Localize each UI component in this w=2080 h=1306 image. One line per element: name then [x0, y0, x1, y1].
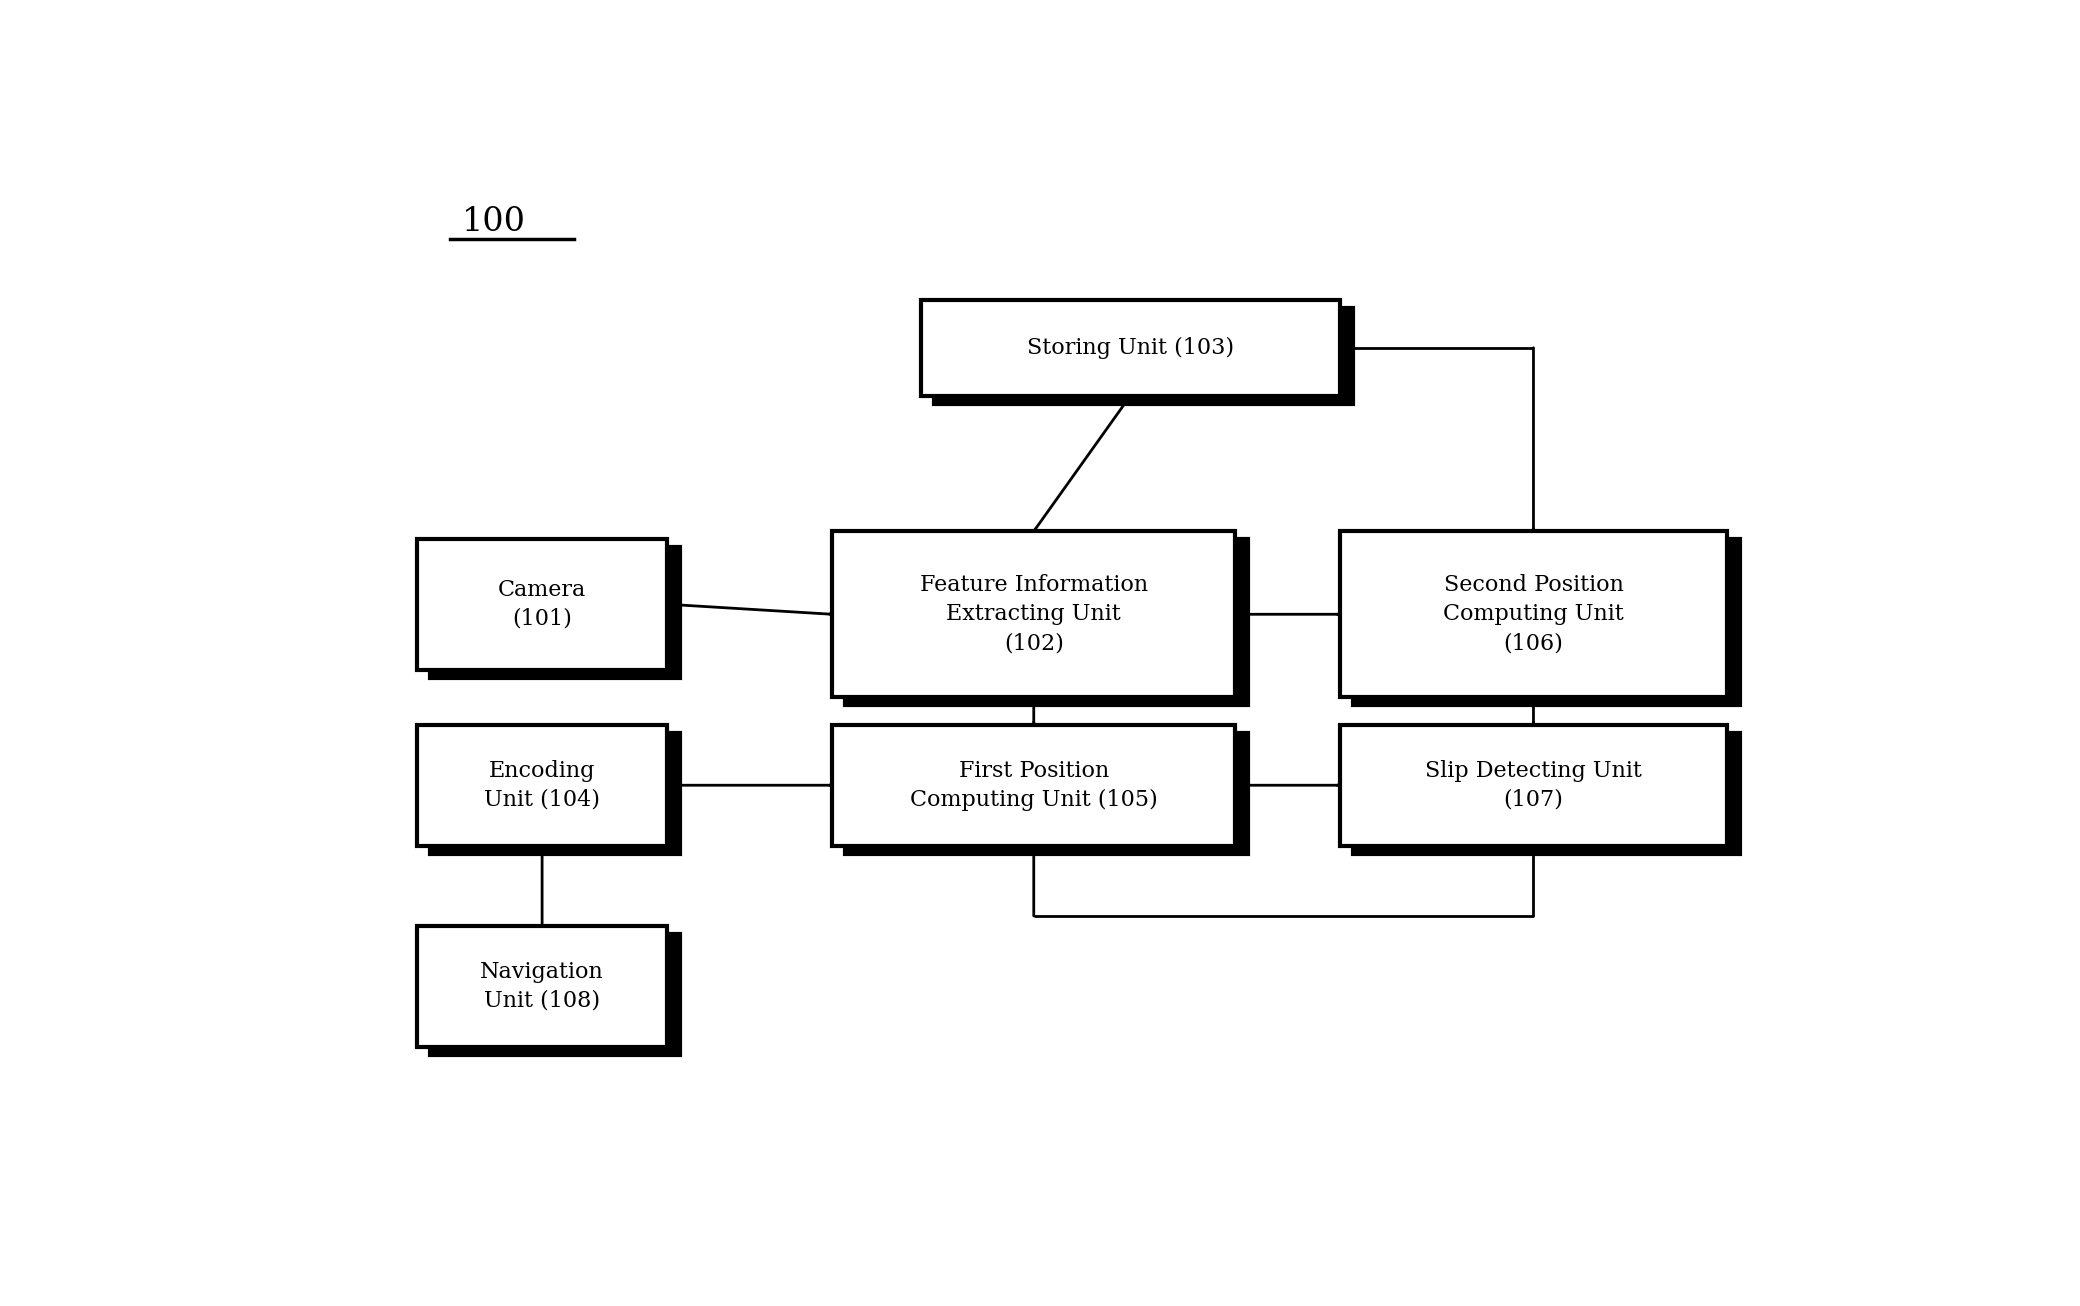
Bar	[934, 308, 1352, 404]
Bar	[844, 539, 1248, 705]
Bar	[1340, 532, 1726, 697]
Text: Second Position
Computing Unit
(106): Second Position Computing Unit (106)	[1444, 575, 1624, 654]
Bar	[844, 733, 1248, 854]
Bar	[832, 532, 1236, 697]
Bar	[418, 926, 668, 1046]
Text: First Position
Computing Unit (105): First Position Computing Unit (105)	[909, 760, 1159, 811]
Bar	[1340, 725, 1726, 845]
Text: Navigation
Unit (108): Navigation Unit (108)	[480, 961, 603, 1012]
Bar	[1352, 733, 1739, 854]
Bar	[832, 725, 1236, 845]
Text: 100: 100	[462, 206, 526, 238]
Bar	[418, 539, 668, 670]
Bar	[431, 934, 680, 1055]
Text: Feature Information
Extracting Unit
(102): Feature Information Extracting Unit (102…	[919, 575, 1148, 654]
Text: Camera
(101): Camera (101)	[497, 579, 587, 629]
Text: Encoding
Unit (104): Encoding Unit (104)	[485, 760, 601, 811]
Bar	[418, 725, 668, 845]
Text: Slip Detecting Unit
(107): Slip Detecting Unit (107)	[1425, 760, 1641, 811]
Bar	[1352, 539, 1739, 705]
Bar	[431, 547, 680, 678]
Bar	[431, 733, 680, 854]
Bar	[921, 300, 1340, 396]
Text: Storing Unit (103): Storing Unit (103)	[1028, 337, 1233, 359]
